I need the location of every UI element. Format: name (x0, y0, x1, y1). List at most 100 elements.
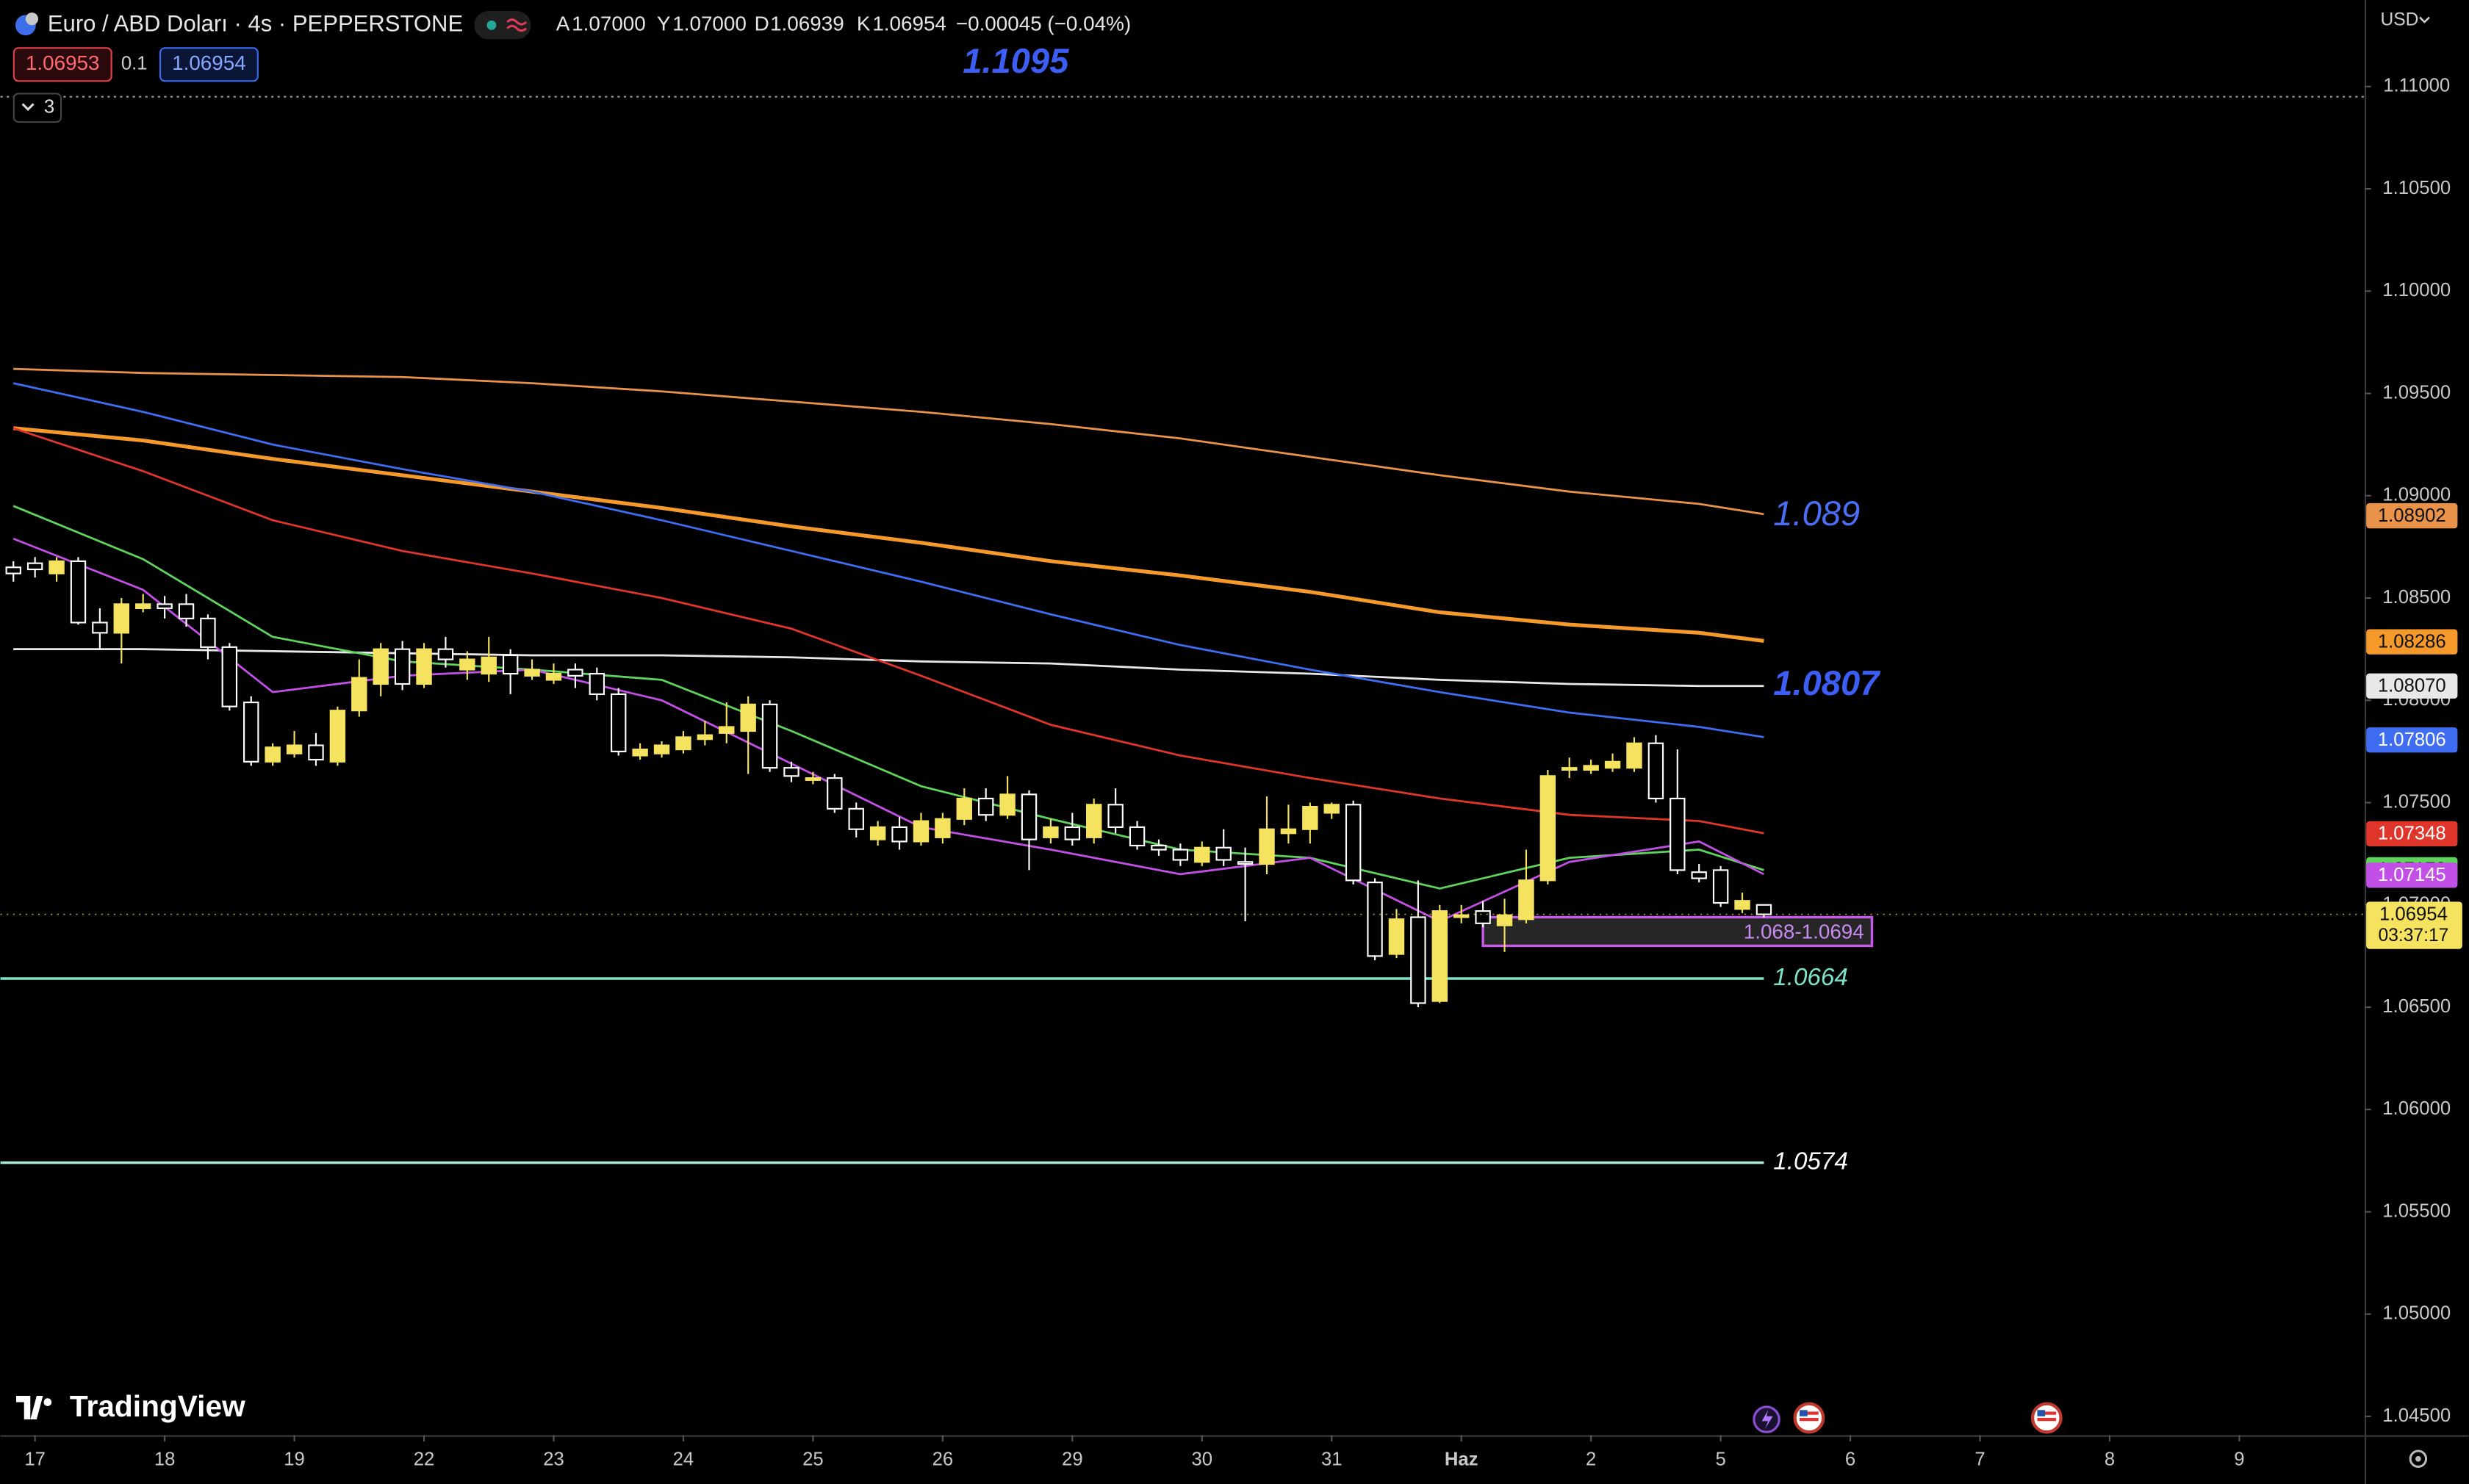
price-tag-label: 1.08902 (2378, 505, 2446, 526)
candle-body (827, 777, 843, 810)
y-tick-label: 1.07500 (2382, 791, 2451, 812)
y-tick-label: 1.06500 (2382, 996, 2451, 1017)
candle-body (70, 560, 87, 624)
y-tick-label: 1.06000 (2382, 1098, 2451, 1119)
x-tick-label: 23 (543, 1449, 564, 1470)
economic-event[interactable] (2030, 1402, 2063, 1434)
ohlc-value: 1.06954 (872, 12, 946, 35)
level-label: 1.0807 (1773, 663, 1881, 702)
last-price-tag (2366, 901, 2462, 949)
candle-body (719, 726, 735, 734)
flag (2037, 1411, 2057, 1415)
candle-body (351, 677, 367, 712)
y-tick-label: 1.05000 (2382, 1303, 2451, 1324)
candle-body (1043, 826, 1059, 838)
indicators-toggle[interactable] (12, 93, 62, 123)
ohlc-value: 1.06939 (770, 12, 844, 35)
candle-body (1670, 797, 1686, 871)
candle-body (134, 603, 151, 610)
candle-body (935, 818, 951, 838)
level-label: 1.0574 (1773, 1148, 1848, 1175)
ohlc-key: D (755, 12, 769, 35)
candle-body (977, 797, 994, 816)
candle-body (956, 797, 972, 820)
price-tag (2366, 673, 2458, 699)
price-tag (2366, 727, 2458, 753)
price-zone (1481, 915, 1874, 948)
candle-body (1064, 826, 1081, 840)
candle-body (1496, 914, 1513, 926)
buy-button[interactable] (159, 47, 259, 82)
candle-body (1259, 828, 1275, 865)
economic-event[interactable] (1793, 1402, 1825, 1434)
price-tag-label: 1.07348 (2378, 824, 2446, 844)
candle-body (1302, 806, 1318, 830)
data-status (506, 18, 528, 32)
x-tick-label: 19 (284, 1449, 305, 1470)
sell-price: 1.06953 (26, 51, 100, 74)
candle-body (1583, 765, 1599, 771)
candle-body (891, 826, 908, 843)
flag (2037, 1418, 2057, 1422)
candle-body (1151, 844, 1167, 851)
candle-body (611, 693, 627, 752)
candle-body (1712, 869, 1729, 904)
candle-body (5, 566, 21, 574)
candle-body (848, 807, 864, 830)
candle-body (653, 744, 670, 754)
status-pill[interactable] (474, 10, 531, 40)
candle-body (265, 746, 281, 763)
logo-mark (16, 1396, 43, 1420)
candle-body (1345, 804, 1362, 882)
ohlc-key: A (556, 12, 570, 35)
symbol-title[interactable]: Euro / ABD Doları · 4s · PEPPERSTONE (48, 10, 463, 36)
currency-menu[interactable]: USD (2380, 10, 2418, 29)
y-tick-label: 1.09000 (2382, 485, 2451, 505)
candle-body (1734, 900, 1750, 910)
y-tick-label: 1.09500 (2382, 382, 2451, 403)
candle-body (1453, 914, 1470, 918)
spread: 0.1 (121, 54, 148, 74)
candle-body (1107, 804, 1124, 828)
candle-body (675, 736, 691, 751)
candle-body (1410, 916, 1426, 1004)
x-tick-label: 6 (1845, 1449, 1855, 1470)
moving-average (13, 648, 1764, 688)
candle-body (1215, 846, 1232, 861)
flag (1800, 1411, 1819, 1415)
y-tick-label: 1.11000 (2383, 76, 2450, 96)
candle-body (1691, 871, 1707, 879)
x-tick-label: 31 (1321, 1449, 1343, 1470)
candle-body (308, 744, 324, 761)
candle-body (1647, 742, 1664, 800)
plot-area: 1.1095 1.089 1.0807 1.0664 1.0574 1.068-1.069… (0, 41, 2365, 1175)
moving-average (12, 426, 1764, 644)
event-icons (1753, 1402, 2063, 1434)
candle-body (869, 826, 886, 840)
candle-body (243, 701, 259, 763)
price-tag (2366, 503, 2458, 529)
x-tick-label: 25 (802, 1449, 824, 1470)
candle-body (545, 672, 562, 681)
candle-body (1561, 767, 1578, 771)
moving-average (13, 367, 1764, 516)
candle-body (761, 703, 778, 769)
candle-body (1194, 846, 1210, 863)
ohlc-key: Y (657, 12, 671, 35)
candle-body (1237, 861, 1254, 865)
x-tick-label: 22 (414, 1449, 435, 1470)
settings-icon (2415, 1455, 2421, 1462)
sell-button[interactable] (12, 47, 112, 82)
candle-body (783, 767, 799, 777)
candle-body (1604, 760, 1621, 769)
candle-body (157, 603, 173, 610)
candle-body (1323, 804, 1340, 814)
settings-icon[interactable] (2409, 1449, 2428, 1468)
candle-body (459, 658, 475, 671)
buy-price: 1.06954 (172, 51, 246, 74)
last-price-label: 1.06954 (2379, 904, 2448, 924)
indicator-count: 3 (44, 97, 54, 118)
flag (2037, 1410, 2046, 1416)
